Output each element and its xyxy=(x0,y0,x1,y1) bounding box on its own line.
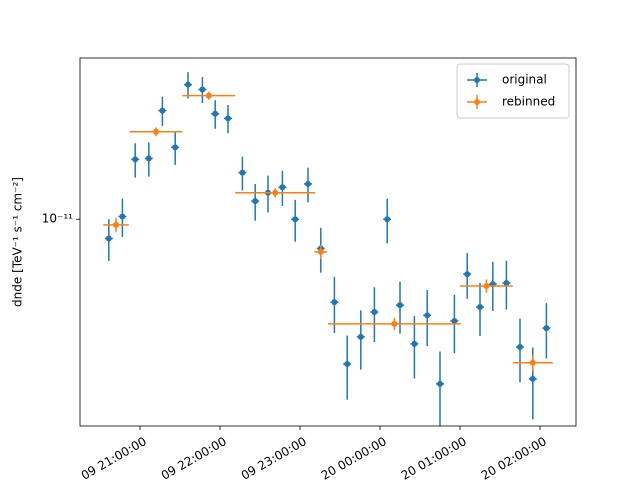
point xyxy=(212,110,219,117)
point xyxy=(451,317,458,324)
point xyxy=(424,312,431,319)
point xyxy=(529,375,536,382)
point xyxy=(371,309,378,316)
point xyxy=(503,280,510,287)
y-tick-label: 10⁻¹¹ xyxy=(42,212,73,226)
point xyxy=(185,81,191,88)
x-tick-label: 09 23:00:00 xyxy=(239,434,309,480)
legend-label: original xyxy=(502,73,547,87)
point xyxy=(397,302,403,309)
point xyxy=(205,92,212,99)
point xyxy=(483,282,490,289)
legend-box xyxy=(456,63,570,119)
point xyxy=(279,184,286,191)
x-tick-label: 20 01:00:00 xyxy=(399,434,469,480)
point xyxy=(159,107,166,114)
point xyxy=(272,189,279,196)
point xyxy=(225,115,231,122)
point xyxy=(252,198,259,205)
x-tick-label: 09 22:00:00 xyxy=(159,434,229,480)
point xyxy=(292,216,299,223)
point xyxy=(543,325,550,332)
point xyxy=(113,221,119,228)
point xyxy=(344,360,351,367)
point xyxy=(517,343,523,350)
point xyxy=(384,216,391,223)
axes-frame xyxy=(79,57,577,427)
x-tick-label: 20 00:00:00 xyxy=(319,434,389,480)
point xyxy=(132,156,139,163)
legend-marker xyxy=(474,99,480,105)
point xyxy=(239,169,246,176)
point xyxy=(464,271,471,278)
point xyxy=(331,299,338,306)
point xyxy=(105,235,112,242)
point xyxy=(305,180,311,187)
x-tick-label: 20 02:00:00 xyxy=(479,434,549,480)
point xyxy=(199,86,206,93)
point xyxy=(317,248,324,255)
point xyxy=(153,128,159,135)
legend-marker xyxy=(474,77,480,83)
point xyxy=(172,144,179,151)
point xyxy=(529,359,536,366)
point xyxy=(411,340,418,347)
point xyxy=(357,333,364,340)
point xyxy=(477,303,483,310)
x-tick-label: 09 21:00:00 xyxy=(79,434,149,480)
point xyxy=(145,155,152,162)
plot-area xyxy=(103,72,553,426)
y-axis-label: dnde [TeV⁻¹ s⁻¹ cm⁻²] xyxy=(11,177,25,307)
legend-label: rebinned xyxy=(502,95,555,109)
point xyxy=(391,320,398,327)
point xyxy=(437,380,443,387)
point xyxy=(119,213,126,220)
